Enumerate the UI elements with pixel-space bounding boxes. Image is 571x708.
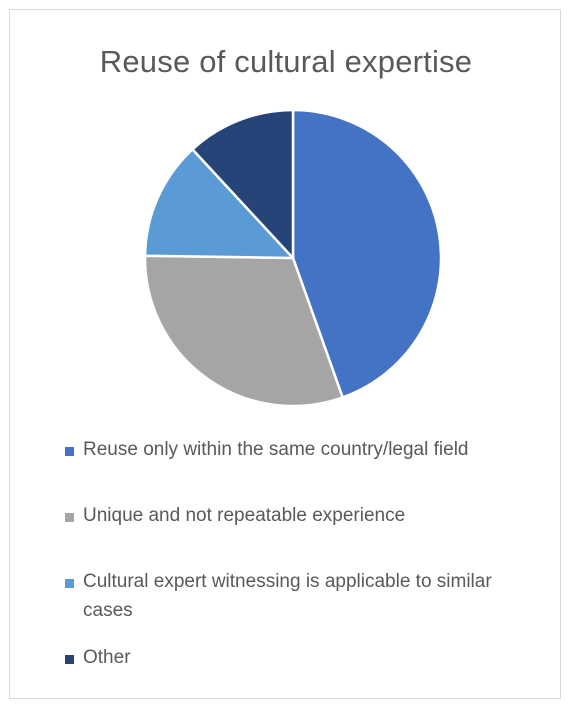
legend-label: Other [83,643,523,672]
legend-item-reuse-same-country: Reuse only within the same country/legal… [65,440,523,464]
chart-area: Reuse of cultural expertise Reuse only w… [9,9,561,699]
pie-slices [145,110,441,406]
legend-swatch [65,579,74,588]
legend-item-other: Other [65,648,523,672]
legend-label: Unique and not repeatable experience [83,501,523,530]
legend-swatch [65,447,74,456]
legend-swatch [65,513,74,522]
legend-item-unique-experience: Unique and not repeatable experience [65,506,523,530]
legend-item-applicable-similar-cases: Cultural expert witnessing is applicable… [65,572,523,625]
legend-label: Reuse only within the same country/legal… [83,435,523,464]
legend-swatch [65,655,74,664]
legend-label: Cultural expert witnessing is applicable… [83,567,523,625]
